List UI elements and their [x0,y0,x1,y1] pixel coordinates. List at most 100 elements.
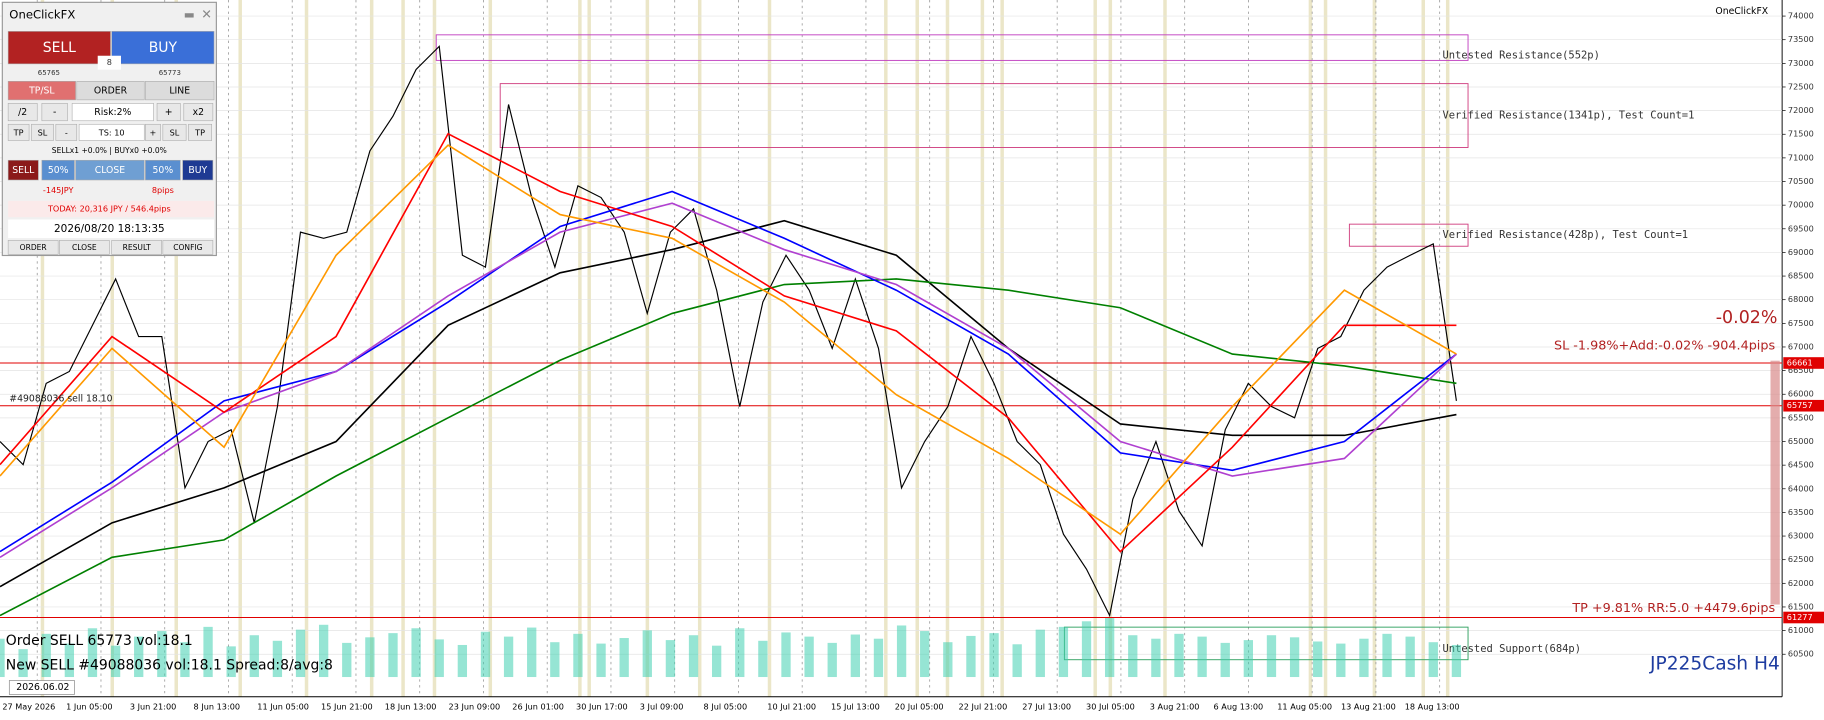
moving-average [0,278,1457,617]
risk-control[interactable] [7,103,38,122]
volume-bar [342,642,352,678]
risk-control[interactable] [156,103,181,122]
sltp-control[interactable] [55,123,78,141]
y-tick-label: 66500 [1788,365,1814,375]
volume-bar [249,635,259,678]
session-band [401,0,405,697]
volume-bar [688,635,699,678]
volume-bar [411,628,421,678]
clock-bg [8,219,215,239]
zone-label: Untested Support(684p) [1442,643,1581,655]
moving-average [0,190,1457,553]
volume-bar [1266,635,1277,678]
sltp-control[interactable] [145,123,161,141]
y-tick-label: 67500 [1788,318,1814,328]
pnl: -145JPY [43,185,74,195]
close-control[interactable] [41,159,75,181]
footer-button[interactable] [111,240,162,255]
footer-button-label: CLOSE [72,243,97,252]
brand-label: OneClickFX [1715,6,1768,17]
volume-bar [203,626,213,678]
footer-button[interactable] [7,240,59,255]
volume-bar [434,639,444,678]
x-tick-label: 6 Aug 13:00 [1214,702,1264,712]
risk-control-label: + [165,107,173,118]
today-bg [8,200,215,218]
date-box [8,680,75,695]
buy-button[interactable] [111,31,215,65]
close-control-label: 50% [153,165,174,176]
volume-bar [388,633,398,678]
y-tick-label: 70000 [1788,200,1814,210]
volume-bar [1012,644,1022,678]
session-band [432,0,437,697]
sl-label: SL -1.98%+Add:-0.02% -904.4pips [1554,339,1775,354]
close-control[interactable] [182,159,214,181]
sltp-control[interactable] [188,123,213,141]
price-axis-bg [1782,0,1824,697]
footer-button-label: CONFIG [173,243,202,252]
volume-bar [1382,633,1392,678]
x-tick-label: 11 Aug 05:00 [1277,702,1332,712]
x-tick-label: 15 Jul 13:00 [831,702,880,712]
volume-bar [1405,636,1415,678]
price-tag [1783,399,1824,412]
sltp-control[interactable] [78,123,145,141]
session-band [1108,0,1113,697]
sltp-control[interactable] [7,123,30,141]
close-control-label: CLOSE [95,165,126,176]
volume-bar [642,630,652,678]
close-control[interactable] [75,159,145,181]
session-band [1323,0,1328,697]
sltp-control-label: TP [13,127,24,137]
x-tick-label: 22 Jul 21:00 [959,702,1008,712]
volume-bar [1428,642,1438,678]
x-tick-label: 26 Jun 01:00 [512,702,564,712]
risk-control[interactable] [41,103,68,122]
sell-button[interactable] [7,31,111,65]
y-tick-label: 60500 [1788,649,1814,659]
footer-button[interactable] [162,240,214,255]
volume-bar [0,638,5,678]
session-band [238,0,242,697]
risk-control[interactable] [183,103,214,122]
positions: SELLx1 +0.0% | BUYx0 +0.0% [52,146,167,155]
risk-control-label: Risk:2% [94,107,131,118]
close-control[interactable] [145,159,181,181]
volume-bar [943,642,953,678]
x-tick-label: 27 Jul 13:00 [1022,702,1071,712]
sl-band [1770,360,1780,605]
volume-bar [41,633,51,678]
zone [499,83,1469,148]
close-control[interactable] [7,159,39,181]
volume-bar [896,625,907,678]
sltp-control[interactable] [162,123,187,141]
minimize[interactable]: ▬ [184,8,195,22]
tab[interactable] [7,81,76,101]
y-tick-label: 70500 [1788,176,1814,186]
y-tick-label: 68000 [1788,294,1814,304]
y-tick-label: 73500 [1788,34,1814,44]
bid: 65765 [38,69,60,77]
footer-button[interactable] [59,240,110,255]
price-tag [1783,611,1824,624]
sltp-control[interactable] [31,123,54,141]
volume-bar [18,649,28,678]
session-band [1421,0,1425,697]
x-tick-label: 18 Jun 13:00 [385,702,437,712]
x-tick-label: 23 Jun 09:00 [449,702,501,712]
tab[interactable] [145,81,215,101]
session-band [767,0,772,697]
volume-bar [1359,638,1369,678]
close-icon[interactable]: ✕ [201,8,212,23]
y-tick-label: 68500 [1788,271,1814,281]
spread-box [97,55,121,70]
tab[interactable] [76,81,145,101]
x-tick-label: 3 Jul 09:00 [640,702,684,712]
tab-label: LINE [169,86,190,97]
risk-control[interactable] [71,103,154,122]
y-tick-label: 71000 [1788,152,1814,162]
zone-label: Verified Resistance(428p), Test Count=1 [1442,229,1688,241]
x-tick-label: 11 Jun 05:00 [257,702,309,712]
x-tick-label: 18 Aug 13:00 [1405,702,1460,712]
